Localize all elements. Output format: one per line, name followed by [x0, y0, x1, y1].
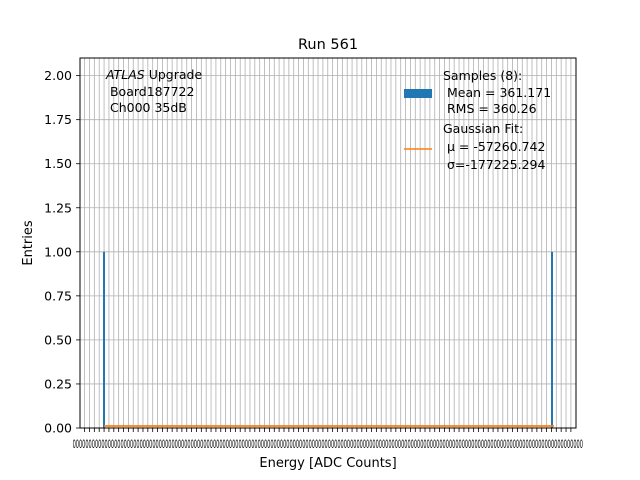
- annotation-atlas: ATLAS: [105, 67, 145, 82]
- y-grid: [80, 75, 576, 429]
- annotation-channel: Ch000 35dB: [106, 100, 187, 115]
- y-tick-label: 0.00: [44, 421, 72, 436]
- y-tick-label: 1.25: [44, 200, 72, 215]
- y-axis-label: Entries: [21, 220, 36, 266]
- y-tick-label: 0.50: [44, 332, 72, 347]
- svg-text:ATLAS Upgrade: ATLAS Upgrade: [105, 67, 202, 82]
- annotation-board: Board187722: [106, 84, 194, 99]
- y-tick-label: 1.00: [44, 244, 72, 259]
- y-tick-label: 0.75: [44, 288, 72, 303]
- legend-fit-sigma: σ=-177225.294: [443, 157, 545, 172]
- histogram-bar: [103, 251, 105, 428]
- x-tick-labels: 0000000000000000000000000000000000000000…: [73, 437, 583, 451]
- legend-hist-title: Samples (8):: [443, 68, 522, 83]
- y-tick-label: 2.00: [44, 68, 72, 83]
- chart-title: Run 561: [298, 37, 358, 53]
- atlas-annotation: ATLAS Upgrade Board187722 Ch000 35dB: [105, 67, 202, 115]
- histogram-bars: [103, 251, 553, 428]
- legend-hist-mean: Mean = 361.171: [443, 85, 551, 100]
- y-axis: 0.00 0.25 0.50 0.75 1.00 1.25 1.50 1.75 2.00: [44, 68, 80, 436]
- y-tick-label: 0.25: [44, 376, 72, 391]
- legend: Samples (8): Mean = 361.171 RMS = 360.26…: [404, 68, 551, 172]
- legend-fit-mu: μ = -57260.742: [443, 139, 545, 154]
- x-axis-label: Energy [ADC Counts]: [259, 456, 396, 471]
- histogram-bar: [551, 251, 553, 428]
- legend-fit-title: Gaussian Fit:: [443, 121, 523, 136]
- legend-hist-rms: RMS = 360.26: [443, 101, 537, 116]
- legend-hist-swatch: [404, 89, 432, 98]
- y-tick-label: 1.75: [44, 112, 72, 127]
- x-axis: 0000000000000000000000000000000000000000…: [73, 428, 583, 451]
- annotation-upgrade: Upgrade: [145, 67, 203, 82]
- y-tick-label: 1.50: [44, 156, 72, 171]
